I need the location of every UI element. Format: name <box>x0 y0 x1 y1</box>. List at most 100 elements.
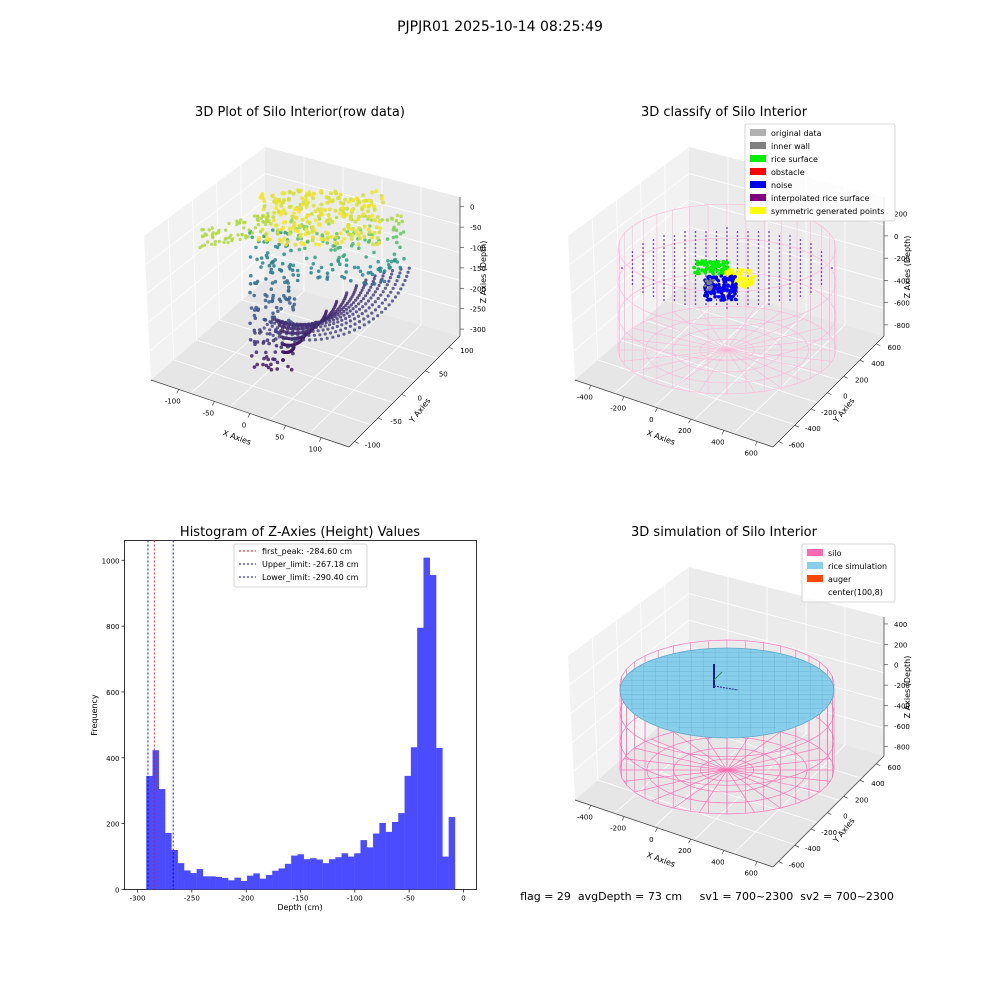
interpolated-surface-point <box>684 275 686 277</box>
raw-point <box>264 253 269 258</box>
symmetric-generated-point <box>750 278 755 283</box>
raw-point <box>292 324 297 329</box>
raw-point <box>310 326 314 330</box>
histogram-bar <box>215 876 223 890</box>
raw-point <box>279 210 284 215</box>
interpolated-surface-point <box>694 275 697 277</box>
raw-point <box>353 322 357 326</box>
histogram-bar <box>328 859 336 890</box>
x-tick <box>721 430 725 435</box>
raw-point <box>280 191 285 196</box>
raw-point <box>264 232 268 236</box>
interpolated-surface-point <box>799 263 802 265</box>
raw-point <box>313 209 318 214</box>
interpolated-surface-point <box>715 259 718 261</box>
symmetric-generated-point <box>737 273 741 278</box>
x-tick-label: -200 <box>610 405 626 413</box>
interpolated-surface-point <box>663 243 665 245</box>
interpolated-surface-point <box>663 271 665 273</box>
raw-point <box>276 309 280 314</box>
raw-point <box>391 235 396 240</box>
back-gridline <box>688 226 885 281</box>
raw-point <box>377 283 381 288</box>
raw-point <box>357 326 362 330</box>
raw-point <box>372 207 377 212</box>
symmetric-generated-point <box>724 270 729 274</box>
back-gridline <box>688 593 885 646</box>
legend-box <box>744 123 896 222</box>
raw-point <box>389 259 394 264</box>
interpolated-surface-point <box>715 231 718 233</box>
raw-point <box>279 306 283 311</box>
histogram-bar <box>247 875 254 890</box>
y-tick-label: 0 <box>843 813 847 821</box>
z-tick-label: -400 <box>894 702 910 710</box>
y-tick-label: -600 <box>789 441 805 449</box>
interpolated-surface-point <box>768 271 770 273</box>
interpolated-surface-point <box>673 243 676 245</box>
raw-point <box>306 231 311 235</box>
raw-point <box>372 277 376 281</box>
panel-histogram: Histogram of Z-Axies (Height) Values -30… <box>90 525 477 912</box>
raw-point <box>319 212 323 216</box>
raw-point <box>334 235 339 240</box>
z-tick-label: 200 <box>894 641 907 649</box>
z-tick-label: 400 <box>894 621 907 629</box>
symmetric-generated-point <box>746 268 751 273</box>
raw-point <box>296 229 300 234</box>
raw-point <box>319 190 324 195</box>
interpolated-surface-point <box>768 303 770 305</box>
z-tick-label: -150 <box>470 265 486 273</box>
panel2-legend-entry: rice surface <box>771 155 818 164</box>
z-tick-label: -200 <box>894 682 910 690</box>
interpolated-surface-point <box>747 303 749 305</box>
panel2-legend-entry: symmetric generated points <box>771 207 884 216</box>
raw-point <box>279 227 284 232</box>
raw-point <box>200 234 205 239</box>
raw-point <box>336 258 340 262</box>
panel4-xlabel: X Axies <box>645 850 676 869</box>
interpolated-surface-point <box>642 275 644 277</box>
raw-point <box>367 198 371 203</box>
raw-point <box>311 203 316 208</box>
interpolated-surface-point <box>768 295 770 297</box>
raw-point <box>271 333 275 338</box>
raw-point <box>329 262 334 267</box>
raw-point <box>306 239 310 244</box>
x-tick-label: -400 <box>577 813 593 821</box>
y-tick-label: 0 <box>843 393 847 401</box>
raw-point <box>291 305 295 309</box>
raw-point <box>264 350 268 355</box>
raw-point <box>271 296 275 300</box>
raw-point <box>319 337 323 341</box>
x-tick-label: 0 <box>461 895 465 903</box>
raw-point <box>262 220 266 224</box>
y-tick <box>810 828 816 832</box>
floor-gridline <box>733 324 846 434</box>
raw-point <box>334 330 338 334</box>
interpolated-surface-point <box>757 255 760 257</box>
raw-point <box>403 278 407 283</box>
interpolated-surface-point <box>642 271 644 273</box>
raw-point <box>243 220 247 225</box>
interpolated-surface-point <box>747 251 749 253</box>
raw-point <box>340 213 345 218</box>
raw-point <box>344 316 348 321</box>
raw-point <box>390 269 395 273</box>
raw-point <box>258 331 262 335</box>
raw-point <box>282 252 286 256</box>
interpolated-surface-point <box>757 243 760 245</box>
x-tick-label: -100 <box>165 397 181 405</box>
raw-point <box>395 279 399 283</box>
raw-point <box>287 344 291 348</box>
x-tick-label: -300 <box>130 895 146 903</box>
raw-point <box>357 246 361 250</box>
raw-point <box>255 279 260 284</box>
raw-point <box>377 305 381 309</box>
panel-simulation-3d: 3D simulation of Silo Interior -400-2000… <box>568 525 912 878</box>
left-gridline <box>570 199 690 294</box>
interpolated-surface-point <box>684 243 686 245</box>
raw-point <box>295 278 300 283</box>
raw-point <box>347 199 352 204</box>
raw-point <box>300 217 305 222</box>
